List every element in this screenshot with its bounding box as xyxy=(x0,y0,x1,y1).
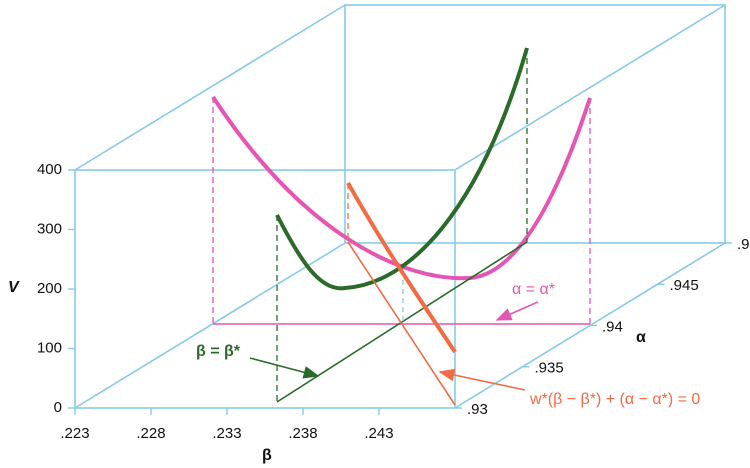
alpha-axis-title: α xyxy=(636,329,646,346)
v-axis-title: V xyxy=(8,279,20,296)
alpha-tick-label: .95 xyxy=(737,236,750,253)
v-tick-label: 400 xyxy=(37,161,62,178)
w-plane xyxy=(346,182,457,406)
box xyxy=(74,4,726,409)
beta-plane-label: β = β* xyxy=(196,343,241,360)
beta-tick-label: .243 xyxy=(364,425,393,442)
v-tick-label: 200 xyxy=(37,280,62,297)
alpha-plane-label: α = α* xyxy=(512,281,555,298)
arrow xyxy=(249,357,320,379)
w-plane-label: w*(β − β*) + (α − α*) = 0 xyxy=(529,391,700,408)
v-tick-label: 100 xyxy=(37,339,62,356)
alpha-tick-label: .93 xyxy=(467,401,488,418)
arrow xyxy=(495,301,539,321)
beta-tick-label: .228 xyxy=(136,425,165,442)
v-tick-label: 0 xyxy=(54,399,62,416)
arrow xyxy=(438,368,526,391)
beta-axis-title: β xyxy=(262,447,272,464)
beta-tick-label: .233 xyxy=(212,425,241,442)
axis-ticks xyxy=(68,169,732,415)
alpha-tick-label: .945 xyxy=(670,277,699,294)
v-tick-label: 300 xyxy=(37,220,62,237)
beta-tick-label: .223 xyxy=(60,425,89,442)
alpha-tick-label: .94 xyxy=(602,318,623,335)
beta-tick-label: .238 xyxy=(288,425,317,442)
alpha-tick-label: .935 xyxy=(535,360,564,377)
beta-plane xyxy=(275,47,529,403)
